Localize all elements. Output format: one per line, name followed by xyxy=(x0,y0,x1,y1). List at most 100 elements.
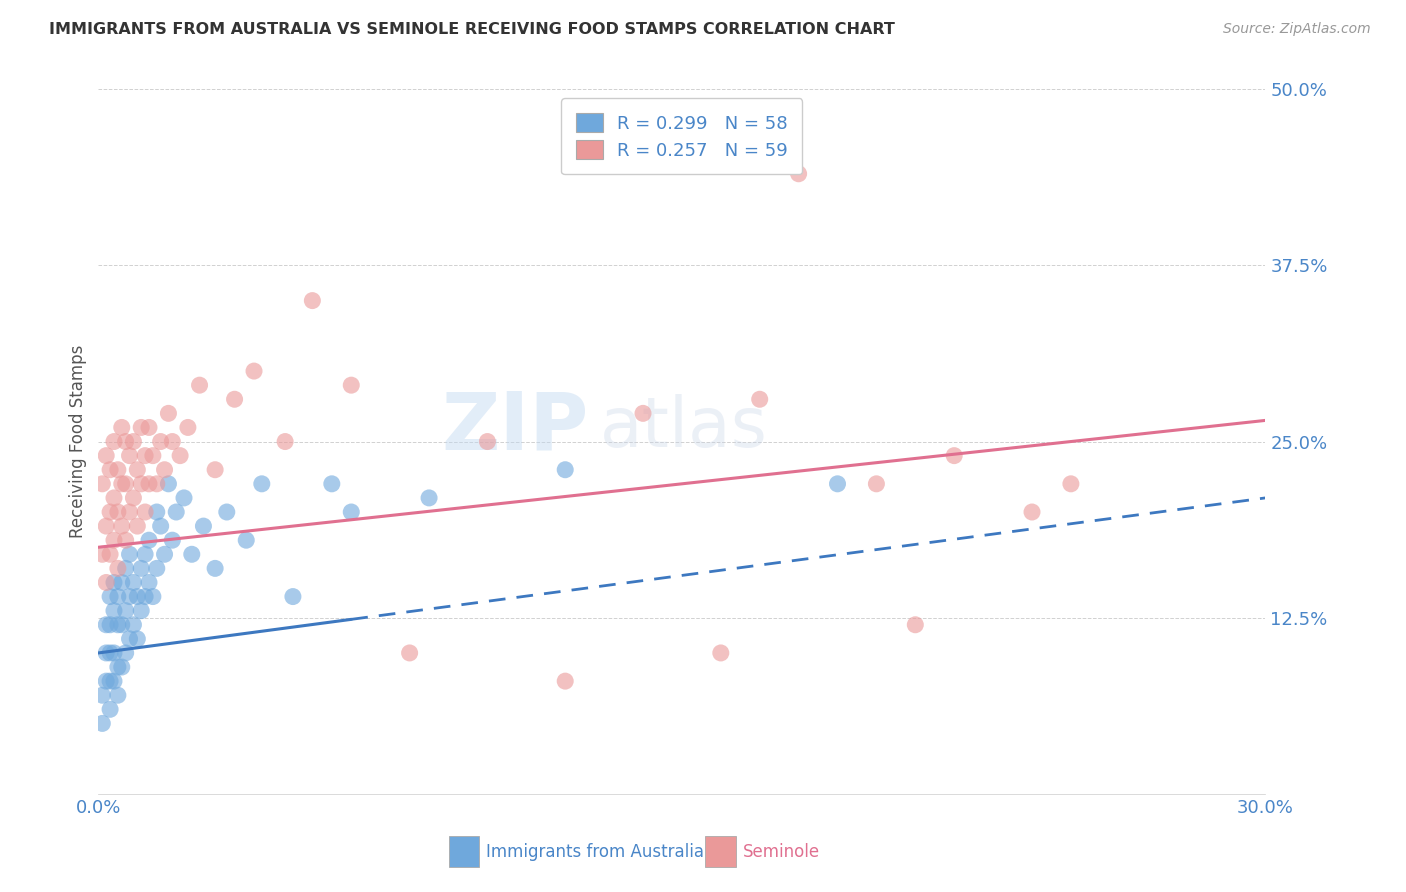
Text: Source: ZipAtlas.com: Source: ZipAtlas.com xyxy=(1223,22,1371,37)
Point xyxy=(418,491,440,505)
Point xyxy=(162,533,184,548)
Point xyxy=(107,590,129,604)
Point xyxy=(134,449,156,463)
Point xyxy=(710,646,733,660)
Point xyxy=(274,434,297,449)
Point xyxy=(111,476,134,491)
Point xyxy=(107,688,129,702)
Text: Seminole: Seminole xyxy=(744,843,820,861)
Point xyxy=(340,378,363,392)
Point xyxy=(98,617,121,632)
Point xyxy=(98,547,121,561)
Point xyxy=(235,533,257,548)
Point xyxy=(865,476,887,491)
Point xyxy=(98,702,121,716)
Text: ZIP: ZIP xyxy=(441,388,589,467)
Point xyxy=(149,434,172,449)
Point xyxy=(118,632,141,646)
Point xyxy=(173,491,195,505)
Point xyxy=(138,533,160,548)
Point xyxy=(91,688,114,702)
Point xyxy=(91,547,114,561)
Point xyxy=(96,617,118,632)
Point xyxy=(904,617,927,632)
Point xyxy=(146,476,169,491)
Point xyxy=(193,519,215,533)
Point xyxy=(122,491,145,505)
Point xyxy=(787,167,810,181)
Point xyxy=(107,505,129,519)
Point xyxy=(180,547,202,561)
Point xyxy=(127,463,149,477)
Point xyxy=(107,463,129,477)
Point xyxy=(129,476,152,491)
Point xyxy=(162,434,184,449)
Point xyxy=(103,646,125,660)
Y-axis label: Receiving Food Stamps: Receiving Food Stamps xyxy=(69,345,87,538)
Point xyxy=(142,449,165,463)
Point xyxy=(96,646,118,660)
Point xyxy=(301,293,323,308)
Point xyxy=(103,533,125,548)
Point xyxy=(111,660,134,674)
Text: IMMIGRANTS FROM AUSTRALIA VS SEMINOLE RECEIVING FOOD STAMPS CORRELATION CHART: IMMIGRANTS FROM AUSTRALIA VS SEMINOLE RE… xyxy=(49,22,896,37)
Point xyxy=(122,575,145,590)
Point xyxy=(107,561,129,575)
Point xyxy=(114,533,136,548)
Point xyxy=(149,519,172,533)
Point xyxy=(98,590,121,604)
Point xyxy=(96,449,118,463)
Point xyxy=(554,674,576,689)
Point xyxy=(118,449,141,463)
Point xyxy=(1060,476,1083,491)
Point xyxy=(827,476,849,491)
Point xyxy=(96,575,118,590)
Point xyxy=(138,420,160,434)
Text: atlas: atlas xyxy=(600,394,768,461)
Point xyxy=(165,505,187,519)
Point xyxy=(224,392,246,407)
Point xyxy=(321,476,343,491)
Point xyxy=(98,463,121,477)
Point xyxy=(98,505,121,519)
Point xyxy=(122,434,145,449)
Point xyxy=(103,434,125,449)
Point xyxy=(127,590,149,604)
Text: Immigrants from Australia: Immigrants from Australia xyxy=(486,843,704,861)
Point xyxy=(188,378,211,392)
Point xyxy=(127,519,149,533)
Point xyxy=(153,547,176,561)
Point xyxy=(91,716,114,731)
Point xyxy=(103,674,125,689)
Point xyxy=(118,505,141,519)
Point xyxy=(204,463,226,477)
Point xyxy=(134,505,156,519)
Point xyxy=(118,547,141,561)
Point xyxy=(146,505,169,519)
Point xyxy=(157,476,180,491)
Point xyxy=(134,590,156,604)
Point xyxy=(157,406,180,420)
Point xyxy=(477,434,499,449)
Point xyxy=(111,575,134,590)
Point xyxy=(114,604,136,618)
Point xyxy=(129,604,152,618)
Point xyxy=(134,547,156,561)
Point xyxy=(96,674,118,689)
Point xyxy=(96,519,118,533)
Point xyxy=(243,364,266,378)
Point xyxy=(98,646,121,660)
Point xyxy=(103,604,125,618)
Point xyxy=(138,575,160,590)
Point xyxy=(111,617,134,632)
Point xyxy=(146,561,169,575)
Point xyxy=(215,505,238,519)
Point xyxy=(943,449,966,463)
Point xyxy=(204,561,226,575)
Point xyxy=(748,392,770,407)
Point xyxy=(129,561,152,575)
Point xyxy=(1021,505,1043,519)
Point xyxy=(554,463,576,477)
Point xyxy=(129,420,152,434)
Point xyxy=(118,590,141,604)
